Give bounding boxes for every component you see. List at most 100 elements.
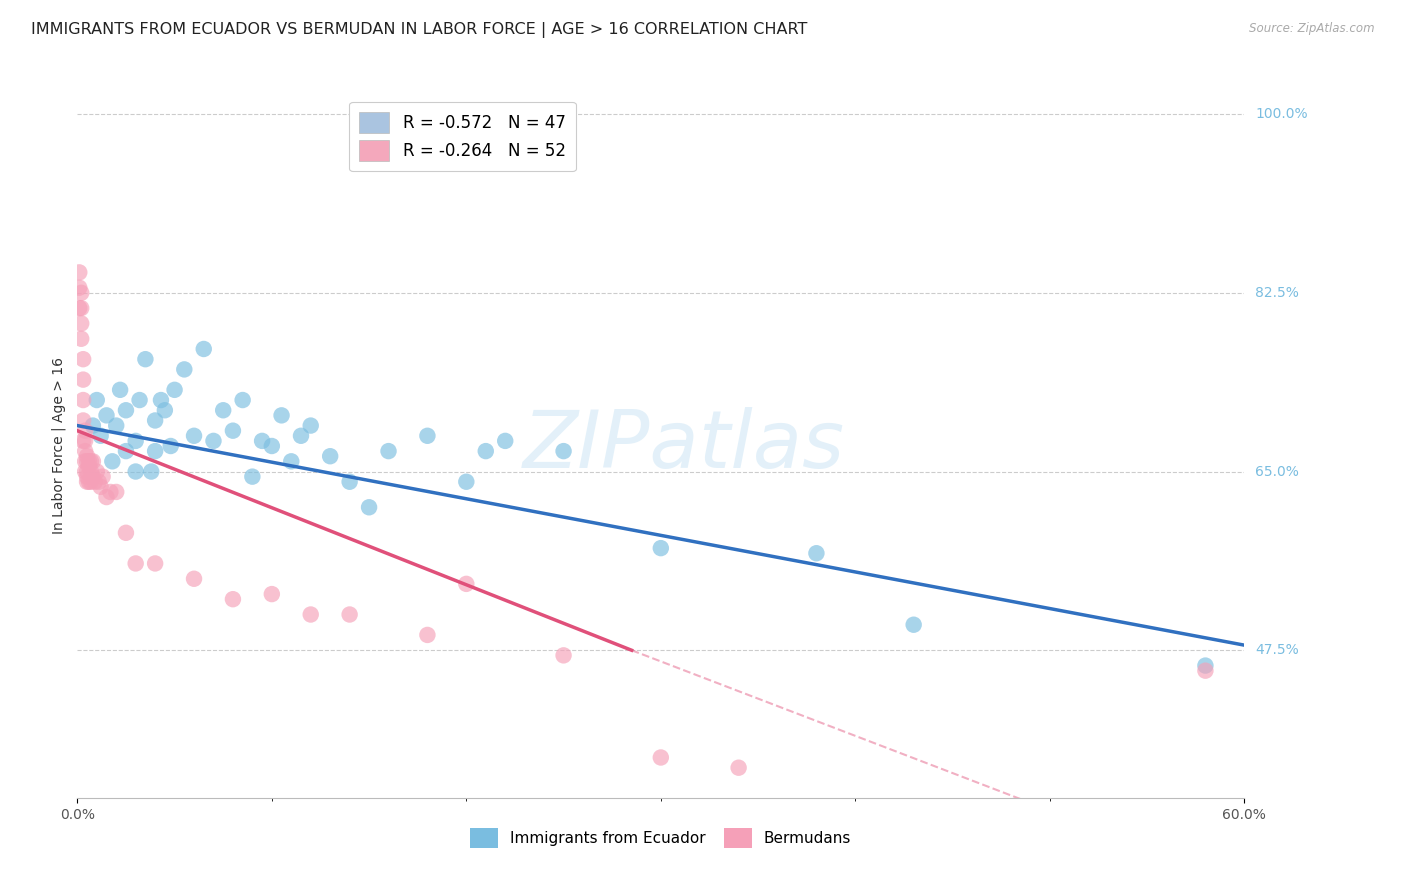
Point: [339, 475, 361, 489]
Point: [183, 429, 205, 443]
Point: [77, 459, 100, 474]
Point: [1194, 664, 1216, 678]
Point: [96, 490, 118, 504]
Point: [75, 434, 97, 448]
Point: [260, 439, 283, 453]
Point: [143, 444, 166, 458]
Y-axis label: In Labor Force | Age > 16: In Labor Force | Age > 16: [52, 358, 66, 534]
Point: [76, 449, 98, 463]
Point: [67, 281, 90, 295]
Point: [250, 434, 273, 448]
Point: [70, 301, 93, 315]
Point: [67, 265, 90, 279]
Point: [83, 475, 105, 489]
Point: [80, 454, 103, 468]
Point: [153, 403, 176, 417]
Point: [115, 444, 138, 458]
Point: [159, 439, 181, 453]
Point: [270, 409, 292, 423]
Point: [299, 607, 322, 622]
Point: [232, 392, 254, 407]
Point: [806, 546, 828, 560]
Point: [173, 362, 195, 376]
Point: [416, 628, 439, 642]
Point: [105, 485, 128, 500]
Point: [77, 454, 100, 468]
Text: 100.0%: 100.0%: [1256, 107, 1308, 121]
Point: [76, 465, 98, 479]
Point: [105, 418, 128, 433]
Point: [80, 465, 103, 479]
Point: [77, 475, 100, 489]
Point: [75, 454, 97, 468]
Point: [72, 413, 94, 427]
Point: [650, 750, 672, 764]
Point: [90, 480, 112, 494]
Point: [456, 475, 478, 489]
Point: [101, 454, 124, 468]
Point: [72, 392, 94, 407]
Point: [494, 434, 516, 448]
Point: [75, 444, 97, 458]
Point: [903, 617, 925, 632]
Point: [80, 475, 103, 489]
Point: [76, 454, 98, 468]
Point: [82, 454, 104, 468]
Point: [280, 454, 302, 468]
Point: [222, 424, 245, 438]
Point: [67, 301, 90, 315]
Point: [86, 465, 108, 479]
Point: [183, 572, 205, 586]
Point: [416, 429, 439, 443]
Point: [86, 392, 108, 407]
Point: [339, 607, 361, 622]
Point: [1194, 658, 1216, 673]
Text: Source: ZipAtlas.com: Source: ZipAtlas.com: [1250, 22, 1375, 36]
Point: [357, 500, 380, 515]
Point: [222, 592, 245, 607]
Text: ZIPatlas: ZIPatlas: [523, 407, 845, 485]
Point: [90, 429, 112, 443]
Point: [553, 444, 575, 458]
Point: [82, 469, 104, 483]
Point: [76, 475, 98, 489]
Point: [70, 285, 93, 300]
Point: [212, 403, 235, 417]
Point: [100, 485, 122, 500]
Point: [143, 413, 166, 427]
Legend: Immigrants from Ecuador, Bermudans: Immigrants from Ecuador, Bermudans: [464, 822, 858, 855]
Point: [143, 557, 166, 571]
Point: [377, 444, 399, 458]
Text: 82.5%: 82.5%: [1256, 285, 1299, 300]
Point: [72, 434, 94, 448]
Point: [124, 465, 148, 479]
Point: [242, 469, 264, 483]
Point: [72, 373, 94, 387]
Point: [96, 409, 118, 423]
Point: [75, 424, 97, 438]
Point: [70, 317, 93, 331]
Point: [456, 577, 478, 591]
Point: [193, 342, 215, 356]
Point: [260, 587, 283, 601]
Point: [124, 557, 148, 571]
Point: [70, 332, 93, 346]
Point: [299, 418, 322, 433]
Point: [115, 525, 138, 540]
Point: [163, 383, 186, 397]
Point: [290, 429, 312, 443]
Point: [108, 383, 131, 397]
Point: [87, 475, 110, 489]
Point: [76, 469, 98, 483]
Text: IMMIGRANTS FROM ECUADOR VS BERMUDAN IN LABOR FORCE | AGE > 16 CORRELATION CHART: IMMIGRANTS FROM ECUADOR VS BERMUDAN IN L…: [31, 22, 807, 38]
Point: [474, 444, 498, 458]
Point: [115, 403, 138, 417]
Text: 65.0%: 65.0%: [1256, 465, 1299, 478]
Point: [149, 392, 172, 407]
Point: [319, 449, 342, 463]
Point: [202, 434, 225, 448]
Point: [134, 352, 156, 367]
Point: [72, 352, 94, 367]
Point: [82, 418, 104, 433]
Point: [553, 648, 575, 663]
